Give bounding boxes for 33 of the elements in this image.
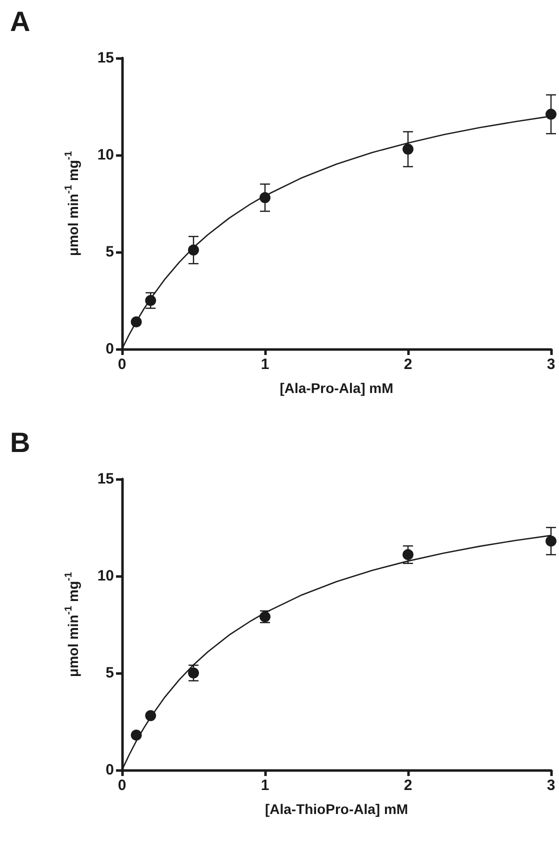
x-tick-label: 2 <box>404 356 412 373</box>
x-tick-label: 1 <box>260 777 270 794</box>
x-axis-title: [Ala-ThioPro-Ala] mM <box>264 801 408 817</box>
point <box>188 244 199 256</box>
point <box>130 316 142 328</box>
x-axis-title: [Ala-Pro-Ala] mM <box>280 380 394 396</box>
y-tick-label: 10 <box>97 568 114 584</box>
y-axis-title: μmol min-1 mg-1 <box>64 150 81 256</box>
x-tick-label: 3 <box>546 356 556 373</box>
y-tick-label: 15 <box>97 470 114 488</box>
y-tick-label: 5 <box>106 664 114 682</box>
point <box>260 192 270 204</box>
point <box>130 730 142 741</box>
y-axis-title: μmol min-1 mg-1 <box>64 572 81 677</box>
x-tick-label: 2 <box>404 777 412 794</box>
y-tick-label: 10 <box>97 146 114 164</box>
x-tick-label: 0 <box>118 777 126 794</box>
point <box>145 295 156 306</box>
x-tick-label: 0 <box>118 356 126 373</box>
x-tick-label: 1 <box>260 356 270 373</box>
chart-title: B <box>10 427 30 459</box>
y-tick-label: 15 <box>97 50 114 66</box>
point <box>402 549 414 560</box>
chart-title: A <box>10 6 30 38</box>
y-tick-label: 5 <box>106 244 114 260</box>
point <box>546 536 556 547</box>
point <box>145 710 156 722</box>
point <box>546 108 556 120</box>
x-tick-label: 3 <box>546 777 556 794</box>
y-tick-label: 0 <box>106 762 114 778</box>
point <box>402 144 414 155</box>
point <box>188 668 199 678</box>
y-tick-label: 0 <box>106 340 114 358</box>
